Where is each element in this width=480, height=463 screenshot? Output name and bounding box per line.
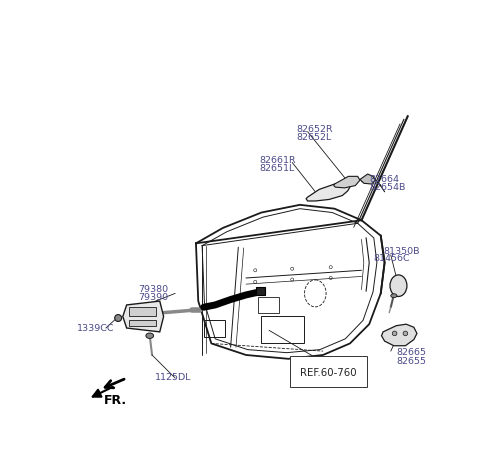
Ellipse shape	[146, 333, 154, 339]
Ellipse shape	[390, 275, 407, 297]
Text: FR.: FR.	[104, 394, 127, 407]
Text: 79380: 79380	[138, 285, 168, 294]
Text: 82655: 82655	[396, 356, 426, 365]
Text: 1125DL: 1125DL	[155, 372, 192, 381]
Text: REF.60-760: REF.60-760	[300, 367, 357, 377]
Text: 82652L: 82652L	[296, 132, 331, 141]
Text: 82665: 82665	[396, 348, 426, 357]
Ellipse shape	[403, 332, 408, 336]
Ellipse shape	[392, 332, 397, 336]
Text: 79390: 79390	[138, 292, 168, 301]
Polygon shape	[382, 325, 417, 346]
Text: 82654B: 82654B	[369, 182, 406, 191]
Polygon shape	[306, 185, 350, 201]
FancyBboxPatch shape	[129, 307, 156, 317]
FancyBboxPatch shape	[256, 288, 265, 295]
Text: 82664: 82664	[369, 175, 399, 184]
Text: 81350B: 81350B	[383, 246, 420, 255]
Text: 82651L: 82651L	[260, 164, 295, 173]
Ellipse shape	[115, 315, 121, 322]
Text: 82661R: 82661R	[260, 156, 297, 164]
Text: 81456C: 81456C	[373, 254, 409, 263]
Polygon shape	[360, 175, 375, 185]
Polygon shape	[123, 301, 164, 332]
Polygon shape	[334, 177, 360, 188]
Text: 82652R: 82652R	[296, 125, 333, 134]
FancyBboxPatch shape	[129, 320, 156, 326]
Ellipse shape	[391, 294, 397, 298]
Text: 1339CC: 1339CC	[77, 323, 114, 332]
